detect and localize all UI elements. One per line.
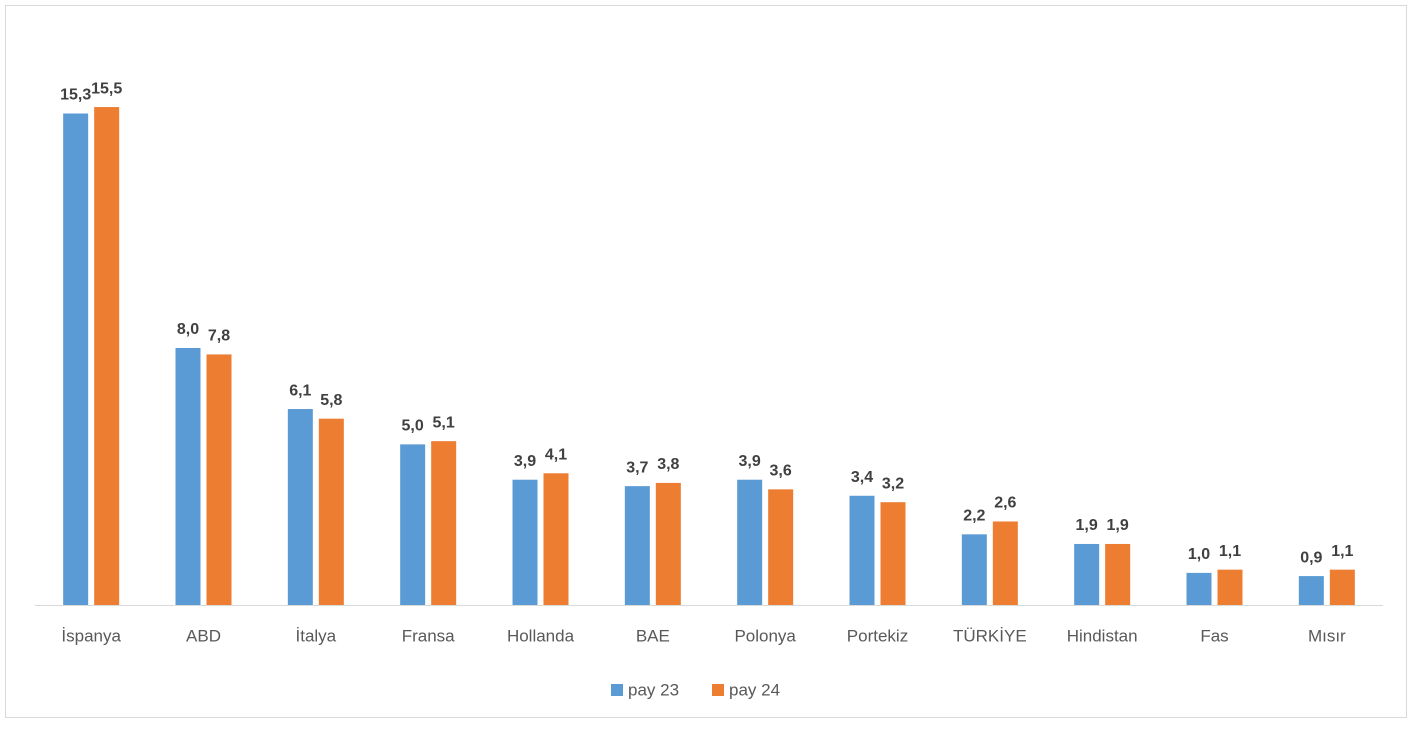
data-label: 15,5 [91, 80, 122, 97]
data-label: 7,8 [208, 328, 230, 345]
x-tick-label: Mısır [1308, 626, 1346, 645]
x-tick-label: Fas [1200, 626, 1228, 645]
data-label: 0,9 [1300, 549, 1322, 566]
data-label: 3,7 [626, 459, 648, 476]
bar [206, 354, 232, 605]
bar [655, 482, 681, 605]
bar [1217, 569, 1243, 605]
bar [737, 479, 763, 605]
x-tick-label: Portekiz [847, 626, 908, 645]
data-label: 5,1 [433, 414, 455, 431]
bar [1329, 569, 1355, 605]
x-tick-label: Hindistan [1067, 626, 1138, 645]
bar [849, 495, 875, 605]
legend-label: pay 24 [729, 680, 780, 699]
data-label: 2,2 [963, 508, 985, 525]
data-label: 1,1 [1331, 543, 1353, 560]
data-label: 3,9 [739, 453, 761, 470]
x-tick-label: BAE [636, 626, 670, 645]
bar [880, 502, 906, 605]
bar [1298, 576, 1324, 605]
data-label: 3,8 [657, 456, 679, 473]
x-tick-label: İspanya [61, 626, 121, 645]
bar [768, 489, 794, 605]
data-label: 1,9 [1107, 517, 1129, 534]
bar [1074, 543, 1100, 605]
bar [400, 444, 426, 605]
x-tick-label: Hollanda [507, 626, 575, 645]
bar [961, 534, 987, 605]
bar [1186, 572, 1212, 605]
bar [94, 107, 120, 605]
data-label: 3,4 [851, 469, 873, 486]
bar [63, 113, 89, 606]
data-label: 3,9 [514, 453, 536, 470]
data-label: 8,0 [177, 321, 199, 338]
x-tick-label: İtalya [296, 626, 337, 645]
bar [624, 486, 650, 605]
data-label: 1,9 [1076, 517, 1098, 534]
data-label: 1,0 [1188, 546, 1210, 563]
bar [318, 418, 344, 605]
bar [512, 479, 538, 605]
bar [287, 409, 313, 605]
bar [175, 348, 201, 605]
data-label: 3,6 [770, 463, 792, 480]
x-tick-label: TÜRKİYE [953, 626, 1027, 645]
data-label: 5,8 [320, 392, 342, 409]
x-tick-label: Polonya [734, 626, 796, 645]
x-tick-label: ABD [186, 626, 221, 645]
bar [992, 521, 1018, 605]
bar [1105, 543, 1131, 605]
legend-label: pay 23 [628, 680, 679, 699]
data-label: 4,1 [545, 447, 567, 464]
data-label: 6,1 [289, 382, 311, 399]
bar [431, 441, 457, 605]
data-label: 2,6 [994, 495, 1016, 512]
data-label: 1,1 [1219, 543, 1241, 560]
data-label: 15,3 [60, 87, 91, 104]
chart-frame [5, 5, 1407, 718]
x-tick-label: Fransa [402, 626, 455, 645]
data-label: 3,2 [882, 475, 904, 492]
legend-swatch [611, 684, 623, 696]
data-label: 5,0 [402, 418, 424, 435]
legend-swatch [712, 684, 724, 696]
bar [543, 473, 569, 605]
